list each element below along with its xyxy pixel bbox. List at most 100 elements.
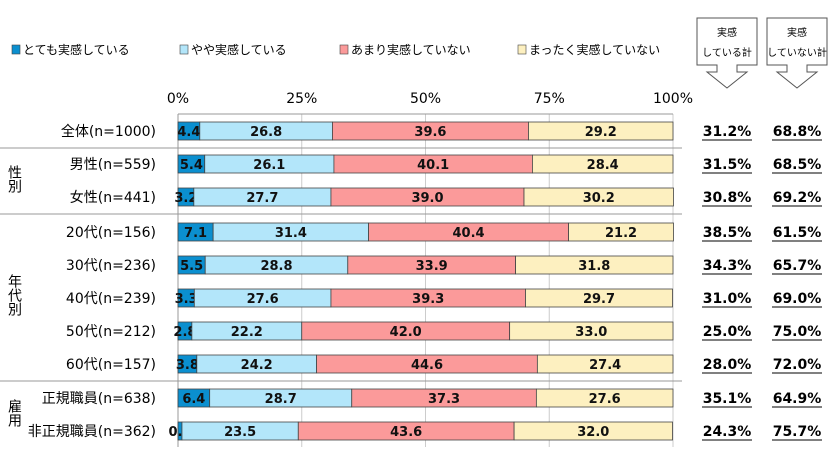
total-not-felt: 61.5% [773, 225, 822, 241]
total-felt: 24.3% [703, 424, 752, 440]
data-label: 3.3 [175, 292, 198, 307]
total-felt: 28.0% [703, 357, 752, 373]
category-label: 男性(n=559) [70, 157, 156, 173]
down-arrow-icon [766, 17, 828, 89]
group-label-employment: 雇用 [6, 398, 22, 427]
data-label: 37.3 [428, 392, 460, 407]
category-label: 40代(n=239) [66, 291, 156, 307]
x-tick-label: 0% [167, 91, 189, 107]
data-label: 23.5 [224, 425, 256, 440]
total-felt: 31.5% [703, 157, 752, 173]
data-label: 5.5 [180, 259, 203, 274]
data-label: 22.2 [231, 325, 263, 340]
data-label: 4.4 [177, 125, 200, 140]
category-label: 女性(n=441) [70, 189, 156, 206]
x-tick-label: 50% [410, 91, 441, 107]
bar-segment [536, 354, 674, 374]
data-label: 7.1 [184, 226, 207, 241]
bar-segment [523, 187, 674, 207]
data-label: 44.6 [411, 358, 443, 373]
category-label: 20代(n=156) [66, 225, 156, 241]
bar-segment [535, 388, 674, 408]
total-not-felt: 69.2% [773, 190, 822, 206]
data-label: 40.4 [453, 226, 485, 241]
total-felt: 31.0% [703, 291, 752, 307]
totals-header-line: 実感 [787, 26, 807, 39]
data-label: 27.4 [589, 358, 621, 373]
totals-header-line: している計 [702, 46, 752, 59]
bar-segment [532, 154, 674, 174]
data-label: 39.6 [414, 125, 446, 140]
data-label: 31.8 [578, 259, 610, 274]
total-felt: 30.8% [703, 190, 752, 206]
legend-label: とても実感している [23, 42, 130, 57]
category-label: 30代(n=236) [66, 258, 156, 274]
data-label: 2.8 [173, 325, 196, 340]
totals-header-line: していない計 [767, 46, 827, 59]
total-not-felt: 65.7% [773, 258, 822, 274]
bar-segment [515, 255, 674, 275]
bar-segment [525, 288, 673, 308]
data-label: 29.2 [585, 125, 617, 140]
total-felt: 31.2% [703, 124, 752, 140]
total-not-felt: 68.5% [773, 157, 822, 173]
bar-segment [513, 421, 673, 441]
bar-segment [568, 222, 674, 242]
data-label: 30.2 [583, 191, 615, 206]
legend-swatch [179, 44, 189, 55]
data-label: 21.2 [605, 226, 637, 241]
data-label: 40.1 [417, 158, 449, 173]
total-not-felt: 75.0% [773, 324, 822, 340]
total-not-felt: 72.0% [773, 357, 822, 373]
total-felt: 38.5% [703, 225, 752, 241]
legend-swatch [517, 44, 527, 55]
data-label: 6.4 [182, 392, 205, 407]
legend-label: やや実感している [191, 42, 287, 57]
total-not-felt: 68.8% [773, 124, 822, 140]
data-label: 33.9 [416, 259, 448, 274]
data-label: 29.7 [583, 292, 615, 307]
legend-swatch [11, 44, 21, 55]
data-label: 24.2 [241, 358, 273, 373]
data-label: 39.3 [412, 292, 444, 307]
data-label: 28.7 [265, 392, 297, 407]
legend-label: まったく実感していない [529, 42, 660, 57]
x-tick-label: 100% [653, 91, 693, 107]
category-label: 全体(n=1000) [61, 123, 156, 140]
total-not-felt: 75.7% [773, 424, 822, 440]
category-label: 50代(n=212) [66, 324, 156, 340]
data-label: 32.0 [577, 425, 609, 440]
data-label: 28.8 [260, 259, 292, 274]
data-label: 42.0 [390, 325, 422, 340]
total-not-felt: 64.9% [773, 391, 822, 407]
x-tick-label: 25% [286, 91, 317, 107]
data-label: 27.7 [246, 191, 278, 206]
category-label: 正規職員(n=638) [42, 391, 156, 407]
data-label: 31.4 [275, 226, 307, 241]
category-label: 非正規職員(n=362) [28, 424, 156, 440]
category-label: 60代(n=157) [66, 357, 156, 373]
data-label: 27.6 [589, 392, 621, 407]
bar-segment [528, 121, 674, 141]
data-label: 33.0 [575, 325, 607, 340]
data-label: 26.1 [253, 158, 285, 173]
data-label: 39.0 [411, 191, 443, 206]
total-felt: 34.3% [703, 258, 752, 274]
down-arrow-icon [696, 17, 758, 89]
data-label: 27.6 [247, 292, 279, 307]
legend-label: あまり実感していない [351, 42, 471, 57]
total-not-felt: 69.0% [773, 291, 822, 307]
data-label: 26.8 [250, 125, 282, 140]
data-label: 3.8 [176, 358, 199, 373]
data-label: 3.2 [174, 191, 197, 206]
totals-header-line: 実感 [717, 26, 737, 39]
data-label: 28.4 [587, 158, 619, 173]
bar-segment [509, 321, 674, 341]
x-tick-label: 75% [534, 91, 565, 107]
legend-swatch [339, 44, 349, 55]
data-label: 5.4 [180, 158, 203, 173]
group-label-age: 年代別 [6, 274, 22, 316]
data-label: 43.6 [390, 425, 422, 440]
group-label-gender: 性別 [6, 164, 22, 193]
